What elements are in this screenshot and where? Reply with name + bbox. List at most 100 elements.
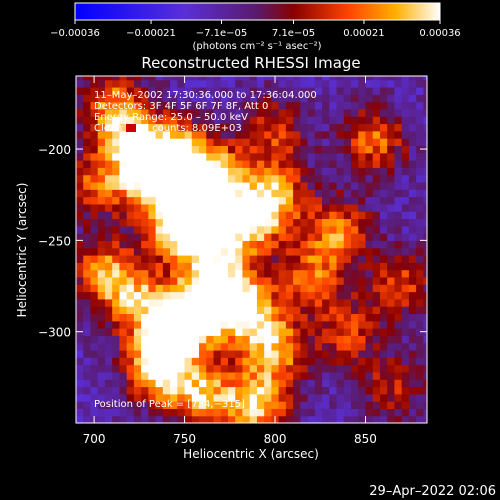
heatmap-cell [141, 79, 149, 88]
heatmap-cell [343, 393, 352, 402]
heatmap-cell [387, 225, 396, 234]
heatmap-cell [119, 218, 128, 227]
heatmap-cell [351, 174, 359, 183]
heatmap-cell [423, 174, 427, 183]
heatmap-cell [307, 174, 316, 183]
heatmap-cell [235, 225, 244, 234]
heatmap-cell [220, 130, 229, 139]
heatmap-cell [104, 160, 113, 168]
heatmap-cell [227, 240, 236, 249]
heatmap-cell [256, 86, 265, 95]
heatmap-cell [76, 335, 84, 344]
heatmap-cell [372, 276, 381, 285]
heatmap-cell [227, 401, 236, 409]
heatmap-cell [401, 291, 410, 300]
heatmap-cell [177, 291, 186, 300]
heatmap-cell [329, 101, 338, 110]
heatmap-cell [365, 401, 374, 409]
heatmap-cell [76, 379, 84, 388]
heatmap-cell [249, 328, 258, 336]
heatmap-cell [401, 94, 410, 103]
heatmap-cell [358, 101, 367, 110]
heatmap-cell [162, 254, 171, 263]
heatmap-cell [336, 415, 345, 423]
heatmap-cell [314, 240, 323, 249]
heatmap-cell [423, 218, 427, 227]
heatmap-cell [271, 123, 280, 132]
heatmap-cell [271, 357, 280, 366]
heatmap-cell [148, 408, 157, 417]
heatmap-cell [351, 269, 359, 278]
heatmap-cell [365, 335, 374, 344]
heatmap-cell [293, 174, 301, 183]
heatmap-cell [133, 364, 142, 373]
heatmap-cell [242, 76, 251, 81]
heatmap-cell [220, 415, 229, 423]
heatmap-cell [227, 335, 236, 344]
heatmap-cell [227, 393, 236, 402]
heatmap-cell [314, 342, 323, 351]
heatmap-cell [162, 130, 171, 139]
heatmap-cell [293, 203, 301, 212]
heatmap-cell [177, 276, 186, 285]
heatmap-cell [206, 415, 215, 423]
heatmap-cell [322, 262, 330, 271]
heatmap-cell [300, 320, 309, 329]
heatmap-cell [264, 269, 272, 278]
heatmap-cell [314, 401, 323, 409]
heatmap-cell [119, 342, 128, 351]
heatmap-cell [97, 240, 106, 249]
heatmap-cell [249, 401, 258, 409]
heatmap-cell [235, 349, 244, 358]
heatmap-cell [227, 291, 236, 300]
heatmap-cell [184, 225, 193, 234]
heatmap-cell [227, 408, 236, 417]
heatmap-cell [300, 94, 309, 103]
heatmap-cell [191, 101, 200, 110]
heatmap-cell [83, 101, 92, 110]
heatmap-cell [184, 284, 193, 293]
heatmap-cell [97, 218, 106, 227]
heatmap-cell [112, 167, 121, 176]
heatmap-cell [170, 291, 178, 300]
heatmap-cell [278, 218, 287, 227]
heatmap-cell [162, 401, 171, 409]
heatmap-cell [126, 291, 135, 300]
heatmap-cell [343, 313, 352, 322]
heatmap-cell [141, 203, 149, 212]
heatmap-cell [76, 357, 84, 366]
heatmap-cell [379, 108, 388, 117]
heatmap-cell [199, 335, 207, 344]
heatmap-cell [394, 189, 403, 198]
heatmap-cell [256, 408, 265, 417]
heatmap-cell [365, 101, 374, 110]
heatmap-cell [329, 240, 338, 249]
heatmap-cell [365, 203, 374, 212]
heatmap-cell [220, 349, 229, 358]
heatmap-cell [133, 269, 142, 278]
heatmap-cell [256, 94, 265, 103]
heatmap-cell [220, 218, 229, 227]
heatmap-cell [394, 160, 403, 168]
heatmap-cell [372, 211, 381, 220]
heatmap-cell [329, 123, 338, 132]
heatmap-cell [256, 116, 265, 125]
heatmap-cell [184, 379, 193, 388]
heatmap-cell [155, 174, 164, 183]
heatmap-cell [170, 196, 178, 205]
heatmap-cell [97, 225, 106, 234]
heatmap-cell [177, 108, 186, 117]
heatmap-cell [387, 298, 396, 307]
heatmap-cell [256, 240, 265, 249]
heatmap-cell [365, 130, 374, 139]
heatmap-cell [423, 386, 427, 395]
heatmap-cell [213, 76, 222, 81]
heatmap-cell [206, 218, 215, 227]
heatmap-cell [300, 306, 309, 315]
heatmap-cell [372, 262, 381, 271]
heatmap-cell [148, 79, 157, 88]
heatmap-cell [249, 138, 258, 146]
heatmap-cell [112, 79, 121, 88]
heatmap-cell [300, 276, 309, 285]
heatmap-cell [199, 138, 207, 146]
